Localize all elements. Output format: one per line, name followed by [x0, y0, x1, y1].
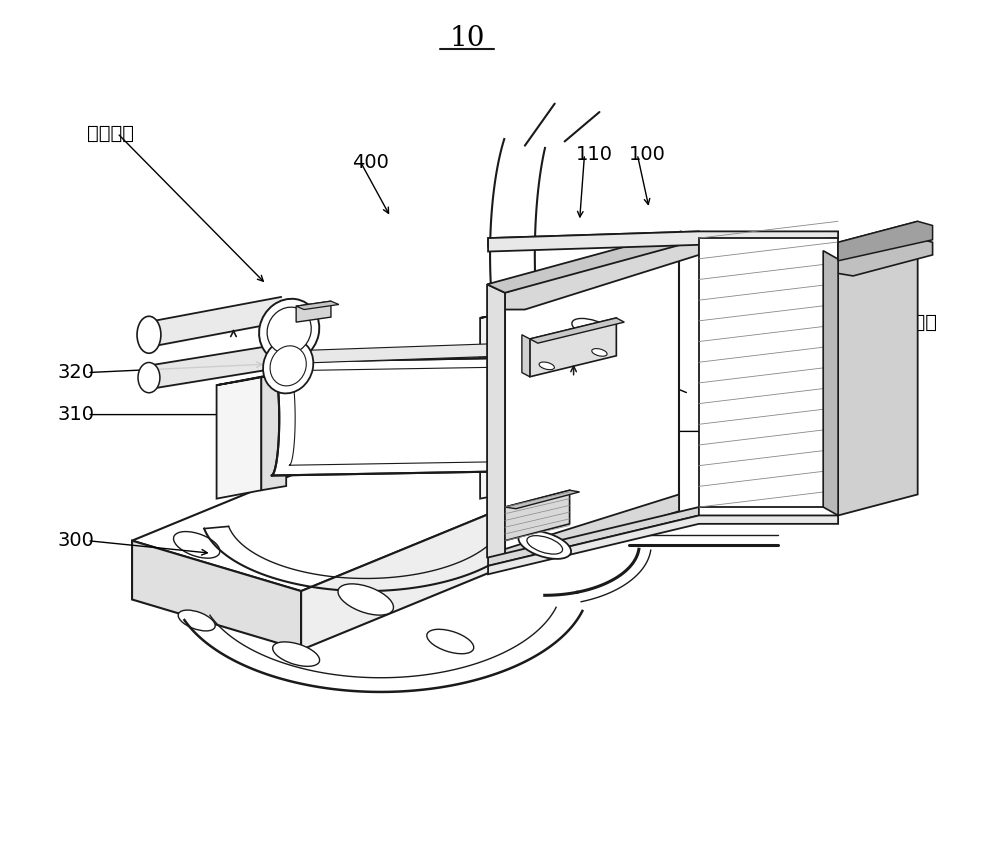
Polygon shape	[217, 372, 286, 385]
Polygon shape	[301, 448, 649, 650]
Polygon shape	[271, 343, 510, 364]
Polygon shape	[261, 372, 286, 490]
Polygon shape	[480, 305, 550, 318]
Polygon shape	[480, 310, 525, 498]
Ellipse shape	[592, 349, 607, 356]
Polygon shape	[487, 231, 699, 293]
Ellipse shape	[518, 530, 571, 559]
Polygon shape	[296, 301, 331, 322]
Polygon shape	[699, 238, 838, 507]
Polygon shape	[487, 284, 505, 566]
Ellipse shape	[427, 629, 474, 654]
Text: 201: 201	[699, 384, 736, 403]
Ellipse shape	[138, 362, 160, 393]
Polygon shape	[530, 318, 624, 343]
Ellipse shape	[273, 642, 320, 667]
Polygon shape	[505, 490, 570, 541]
Ellipse shape	[174, 531, 220, 558]
Polygon shape	[838, 222, 933, 261]
Ellipse shape	[572, 318, 613, 339]
Ellipse shape	[178, 610, 215, 631]
Polygon shape	[132, 541, 301, 650]
Polygon shape	[488, 515, 838, 574]
Text: 终端插头: 终端插头	[890, 313, 937, 332]
Text: 110: 110	[576, 145, 613, 163]
Polygon shape	[132, 398, 649, 591]
Polygon shape	[296, 301, 339, 310]
Text: 200: 200	[719, 422, 756, 441]
Polygon shape	[530, 318, 616, 376]
Polygon shape	[505, 490, 580, 508]
Polygon shape	[505, 238, 679, 566]
Ellipse shape	[263, 338, 313, 393]
Text: 10: 10	[449, 25, 485, 52]
Ellipse shape	[338, 584, 394, 615]
Polygon shape	[217, 376, 261, 498]
Ellipse shape	[137, 316, 161, 354]
Ellipse shape	[539, 362, 554, 370]
Ellipse shape	[267, 307, 311, 354]
Polygon shape	[271, 358, 518, 475]
Polygon shape	[838, 222, 918, 259]
Ellipse shape	[377, 443, 424, 470]
Ellipse shape	[527, 536, 563, 554]
Polygon shape	[838, 238, 918, 515]
Text: 100: 100	[629, 145, 666, 163]
Polygon shape	[488, 231, 838, 251]
Text: 终端导线: 终端导线	[87, 124, 134, 142]
Text: 300: 300	[57, 531, 94, 550]
Polygon shape	[505, 238, 699, 310]
Polygon shape	[522, 335, 530, 376]
Polygon shape	[823, 250, 838, 515]
Text: 400: 400	[352, 153, 389, 172]
Ellipse shape	[270, 346, 306, 386]
Polygon shape	[488, 507, 699, 566]
Text: 310: 310	[57, 405, 94, 424]
Polygon shape	[505, 494, 679, 566]
Text: 320: 320	[57, 363, 94, 382]
Ellipse shape	[259, 299, 319, 362]
Polygon shape	[838, 238, 933, 276]
Polygon shape	[488, 231, 699, 246]
